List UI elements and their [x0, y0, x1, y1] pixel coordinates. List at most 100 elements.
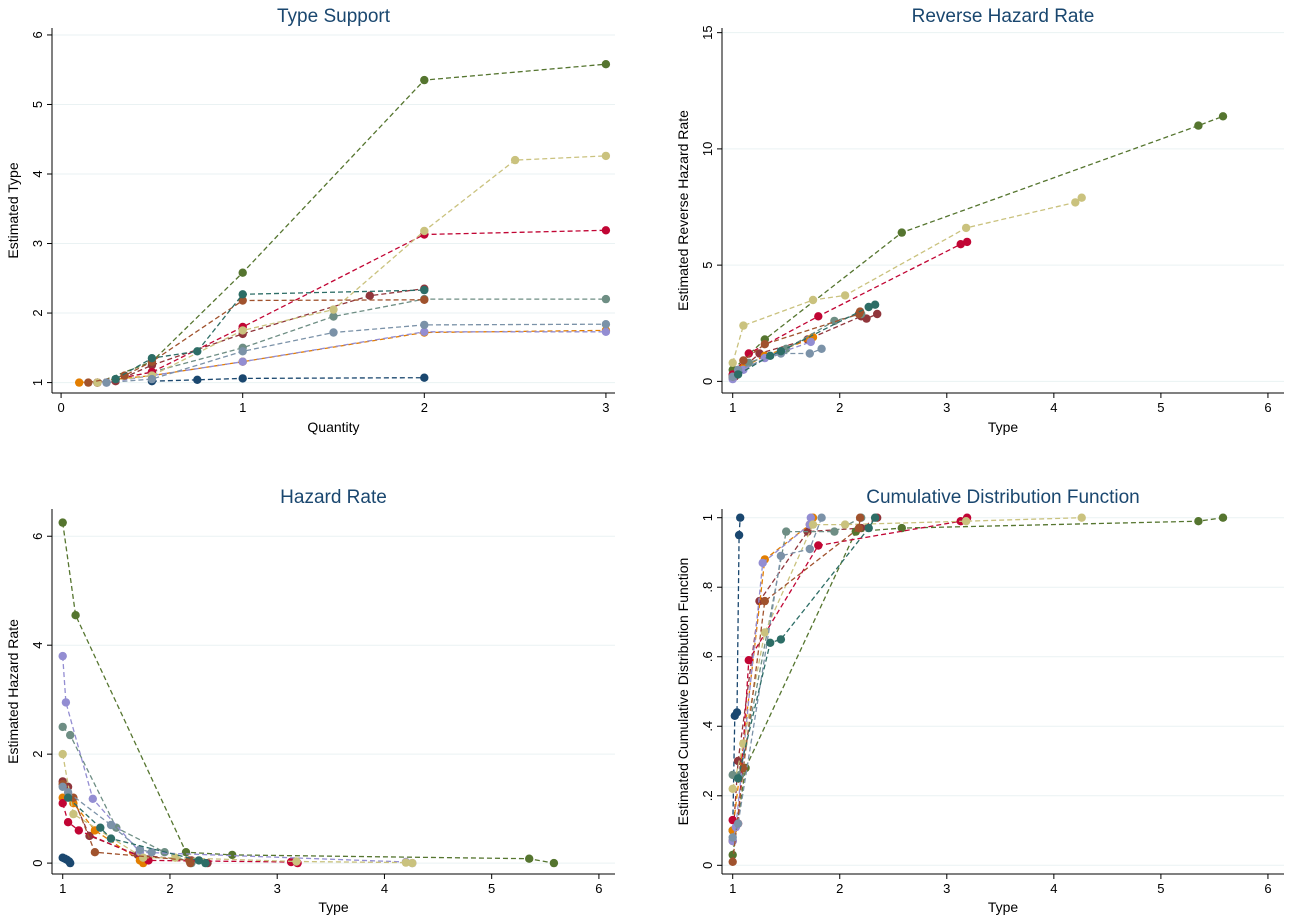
y-tick-label: 2 — [30, 309, 45, 316]
y-axis-label: Estimated Reverse Hazard Rate — [675, 110, 691, 311]
data-point — [728, 358, 737, 367]
x-tick-label: 3 — [274, 881, 281, 896]
series-line — [732, 517, 812, 842]
data-point — [420, 226, 429, 236]
data-point — [601, 151, 611, 161]
data-point — [736, 513, 745, 522]
data-point — [238, 374, 247, 383]
series-8 — [93, 151, 611, 387]
y-tick-label: .4 — [700, 721, 715, 732]
data-point — [61, 698, 71, 707]
y-tick-label: 5 — [700, 262, 715, 269]
data-point — [739, 356, 748, 365]
data-point — [814, 312, 823, 321]
data-point — [1071, 198, 1080, 207]
data-point — [186, 858, 195, 868]
data-point — [147, 354, 157, 363]
x-tick-label: 2 — [421, 400, 428, 415]
data-point — [88, 794, 98, 803]
data-point — [817, 344, 826, 353]
data-point — [75, 378, 84, 387]
series-11 — [733, 513, 880, 783]
y-tick-label: 6 — [30, 533, 45, 540]
data-point — [63, 818, 73, 827]
data-point — [840, 520, 850, 529]
data-point — [193, 375, 202, 384]
data-point — [601, 320, 611, 329]
data-point — [814, 541, 823, 550]
data-point — [817, 513, 826, 522]
data-point — [58, 651, 67, 661]
data-point — [897, 228, 906, 237]
panel-hazard-rate: Hazard Rate 0 2 4 6 1 2 3 4 5 6 Type Estimated Ha… — [5, 487, 615, 915]
data-point — [238, 357, 247, 366]
x-tick-label: 1 — [239, 400, 246, 415]
x-tick-label: 6 — [1264, 881, 1271, 896]
x-tick-label: 2 — [836, 881, 843, 896]
x-tick-label: 5 — [1157, 881, 1164, 896]
data-point — [58, 518, 67, 527]
data-point — [870, 300, 880, 309]
data-point — [728, 850, 737, 860]
data-point — [805, 349, 814, 358]
data-point — [525, 854, 534, 863]
data-point — [776, 635, 786, 644]
data-point — [897, 523, 906, 533]
y-tick-label: 2 — [30, 751, 45, 758]
series-10 — [102, 320, 611, 387]
series-line — [151, 377, 425, 382]
y-tick-label: 6 — [30, 31, 45, 38]
data-point — [766, 638, 775, 647]
data-point — [66, 730, 75, 740]
axes: 0 5 10 15 1 2 3 4 5 6 — [700, 25, 1284, 415]
y-tick-label: .8 — [700, 582, 715, 593]
data-point — [102, 378, 111, 387]
x-tick-label: 6 — [1264, 400, 1271, 415]
axes: 0 2 4 6 1 2 3 4 5 6 — [30, 509, 615, 896]
data-point — [962, 237, 972, 247]
data-point — [238, 268, 247, 277]
x-tick-label: 1 — [59, 881, 66, 896]
y-axis-label: Estimated Cumulative Distribution Functi… — [675, 558, 691, 826]
data-point — [420, 285, 429, 295]
y-axis-label: Estimated Hazard Rate — [5, 619, 21, 764]
data-point — [760, 340, 769, 349]
x-tick-label: 4 — [1050, 881, 1057, 896]
data-point — [873, 309, 882, 319]
data-point — [782, 527, 791, 536]
y-tick-label: 0 — [700, 862, 715, 869]
series-line — [732, 517, 823, 838]
data-point — [181, 848, 191, 857]
data-point — [106, 834, 116, 843]
series-1 — [58, 853, 75, 868]
series-11 — [733, 300, 880, 379]
data-point — [739, 321, 748, 330]
y-axis-label: Estimated Type — [5, 162, 21, 258]
data-point — [292, 857, 301, 866]
series-6 — [58, 799, 302, 868]
data-point — [193, 347, 202, 356]
data-point — [420, 327, 429, 336]
data-point — [420, 373, 429, 382]
data-point — [728, 833, 737, 842]
data-point — [808, 520, 818, 529]
data-point — [58, 799, 67, 808]
data-point — [776, 347, 786, 356]
chart-title: Reverse Hazard Rate — [912, 6, 1095, 27]
x-tick-label: 4 — [381, 881, 388, 896]
data-point — [66, 858, 75, 868]
data-point — [1077, 193, 1086, 202]
x-tick-label: 1 — [729, 400, 736, 415]
data-point — [806, 337, 815, 347]
data-point — [420, 320, 429, 330]
series-group — [75, 59, 611, 387]
data-point — [601, 226, 611, 235]
data-point — [956, 240, 965, 249]
data-point — [329, 328, 338, 337]
data-point — [734, 530, 744, 540]
data-point — [329, 305, 338, 314]
chart-title: Hazard Rate — [280, 487, 387, 508]
data-point — [808, 295, 818, 305]
data-point — [238, 296, 247, 305]
y-tick-label: 4 — [30, 170, 45, 177]
